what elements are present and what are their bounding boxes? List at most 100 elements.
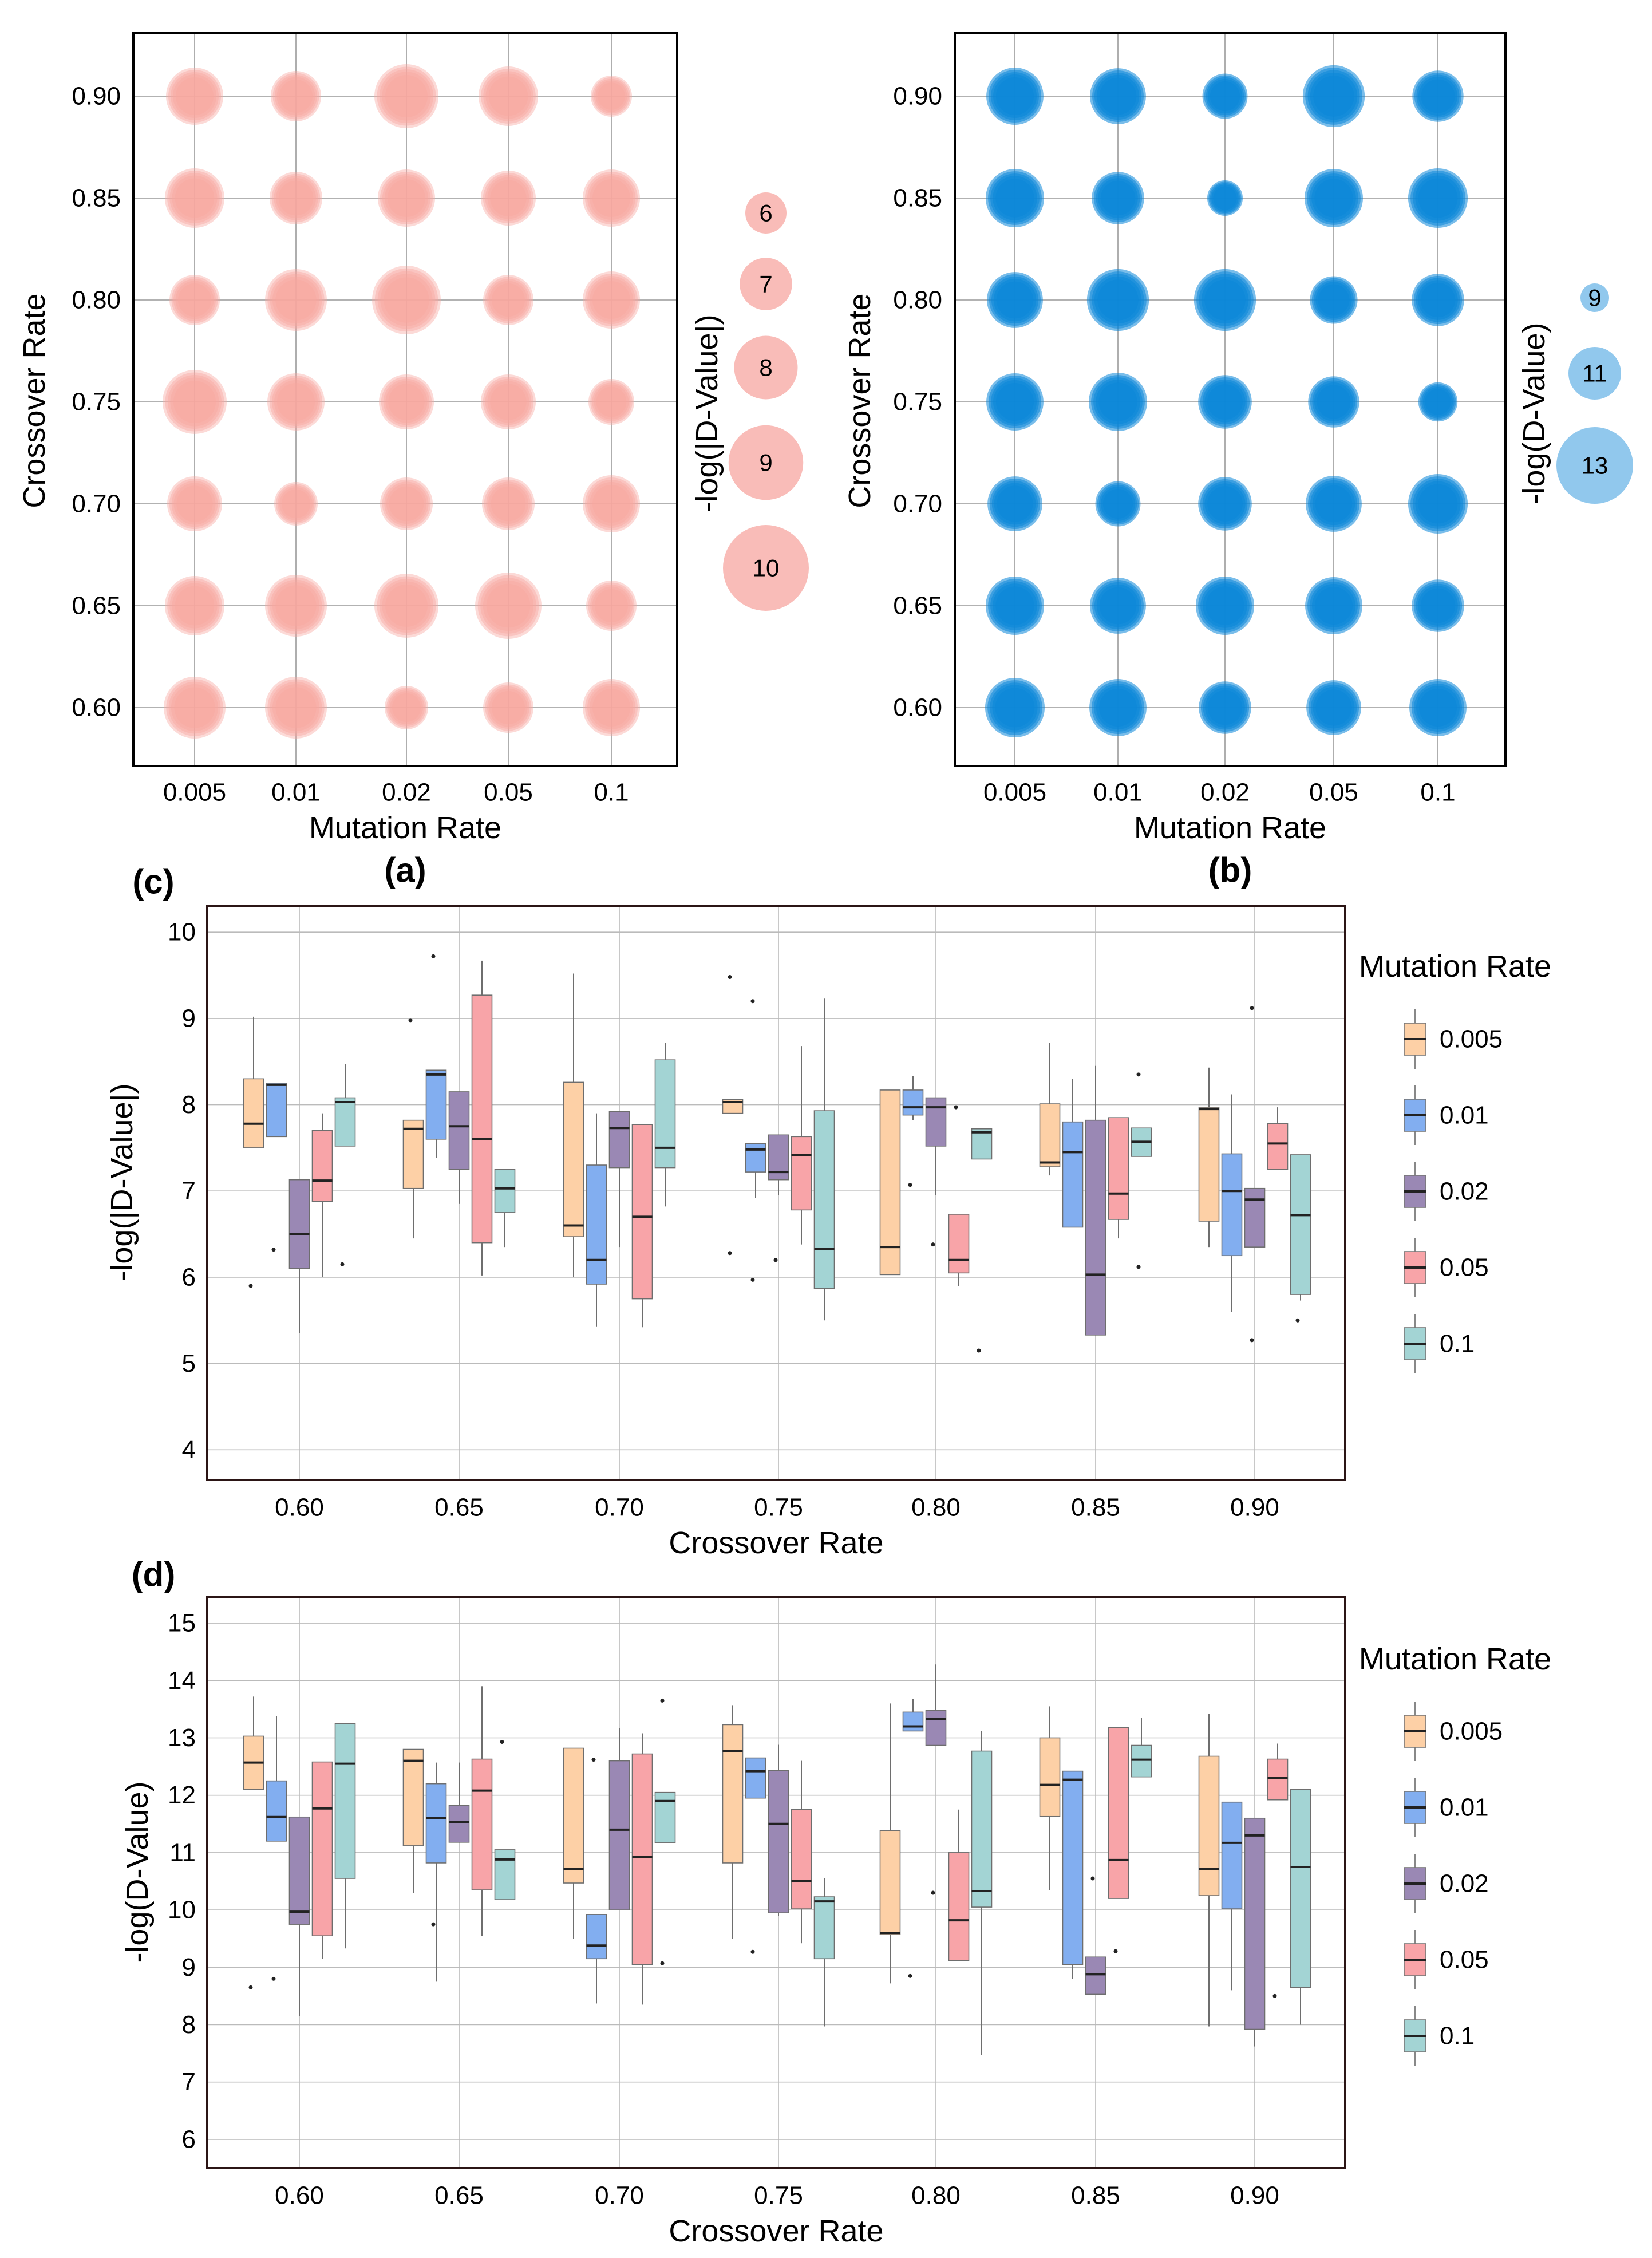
bubble xyxy=(1302,65,1365,128)
bubble-layer xyxy=(1315,485,1353,523)
bubble-layer xyxy=(996,281,1034,319)
x-tick-label: 0.005 xyxy=(983,779,1046,807)
box xyxy=(813,1878,835,2027)
box xyxy=(722,1705,744,1939)
bubble-layer xyxy=(592,689,630,727)
outlier-point xyxy=(408,1018,413,1023)
bubble-layer xyxy=(385,585,428,627)
bubble-layer xyxy=(382,174,430,222)
bubble-layer xyxy=(590,278,633,322)
bubble-layer xyxy=(166,679,223,736)
box-body xyxy=(1039,1737,1061,1817)
bubble xyxy=(1202,73,1248,119)
bubble-layer xyxy=(173,279,216,321)
bubble-layer xyxy=(592,485,630,523)
y-tick-label: 0.80 xyxy=(893,286,942,314)
bubble xyxy=(586,581,637,631)
bubble-layer xyxy=(265,677,327,739)
bubble xyxy=(1305,169,1363,227)
bubble-layer xyxy=(272,378,320,426)
legend-item: 0.02 xyxy=(1404,1162,1489,1221)
bubble-layer xyxy=(275,687,317,728)
bubble-layer xyxy=(490,384,527,420)
bubble xyxy=(1408,473,1468,534)
bubble xyxy=(1198,477,1252,531)
x-tick-label: 0.75 xyxy=(754,1494,803,1522)
box-body xyxy=(1085,1119,1106,1336)
box-body xyxy=(879,1089,901,1276)
bubble-layer xyxy=(169,173,220,223)
outlier-point xyxy=(728,1251,732,1256)
box xyxy=(563,1747,584,1939)
bubble-layer xyxy=(382,479,431,528)
bubble-layer xyxy=(380,477,433,530)
box-body xyxy=(266,1780,287,1842)
bubble-layer xyxy=(172,583,218,629)
box-body xyxy=(813,1896,835,1960)
x-tick-label: 0.65 xyxy=(434,2182,484,2210)
box xyxy=(925,1664,947,1895)
bubble-layer xyxy=(483,580,534,631)
box xyxy=(425,1762,447,1982)
bubble xyxy=(166,68,223,125)
bubble-layer xyxy=(486,583,531,628)
y-tick-label: 10 xyxy=(168,1896,196,1924)
bubble-layer xyxy=(167,374,222,429)
outlier-point xyxy=(660,1698,665,1703)
bubble-layer xyxy=(271,71,321,121)
bubble-layer xyxy=(173,381,216,423)
y-tick-label: 0.60 xyxy=(72,694,121,722)
bubble-layer xyxy=(598,82,625,110)
bubble-layer xyxy=(585,274,638,326)
bubble xyxy=(483,682,533,733)
box-body xyxy=(1244,1187,1266,1248)
box xyxy=(1221,1094,1243,1312)
legend-label: 0.005 xyxy=(1440,1025,1503,1053)
x-tick-label: 0.60 xyxy=(275,2182,324,2210)
bubble xyxy=(1199,681,1251,734)
box xyxy=(608,1111,630,1248)
size-legend-bubble xyxy=(728,425,804,500)
bubble xyxy=(583,271,640,329)
box xyxy=(1085,1876,1106,1995)
bubble-layer xyxy=(377,576,436,635)
bubble xyxy=(379,374,434,429)
bubble xyxy=(482,477,535,530)
panel-label: (d) xyxy=(132,1556,176,1594)
bubble-layer xyxy=(583,475,640,532)
bubble-layer xyxy=(1420,588,1456,623)
bubble-layer xyxy=(379,374,434,429)
bubble-layer xyxy=(487,381,529,423)
x-tick-label: 0.01 xyxy=(1093,779,1143,807)
bubble-layer xyxy=(169,275,220,325)
box-body xyxy=(971,1128,993,1160)
x-tick-label: 0.05 xyxy=(1309,779,1358,807)
box-body xyxy=(1062,1121,1084,1228)
bubble-layer xyxy=(270,681,322,734)
bubble-layer xyxy=(491,690,525,725)
box xyxy=(311,1113,333,1277)
bubble-layer xyxy=(267,679,325,736)
size-legend-bubble xyxy=(1580,283,1609,312)
outlier-point xyxy=(500,1740,504,1744)
y-axis-title: -log(D-Value) xyxy=(120,1781,155,1963)
bubble-layer xyxy=(489,281,528,319)
box xyxy=(902,1076,924,1187)
legend-item: 0.005 xyxy=(1404,1702,1503,1761)
bubble-layer xyxy=(590,686,633,729)
x-axis-title: Mutation Rate xyxy=(1134,811,1326,845)
bubble-layer xyxy=(372,266,441,334)
legend-title: Mutation Rate xyxy=(1359,1642,1551,1676)
box-body xyxy=(563,1747,584,1884)
bubble-layer xyxy=(485,277,532,323)
size-legend-label: 13 xyxy=(1582,452,1608,479)
bubble-layer xyxy=(592,382,631,421)
bubble xyxy=(164,677,226,739)
box-body xyxy=(1108,1117,1129,1220)
bubble-layer xyxy=(278,180,314,216)
box-body xyxy=(1290,1154,1311,1295)
box xyxy=(311,1761,333,1959)
box xyxy=(1267,1107,1289,1170)
x-tick-label: 0.02 xyxy=(1200,779,1250,807)
bubble-layer xyxy=(485,73,531,119)
